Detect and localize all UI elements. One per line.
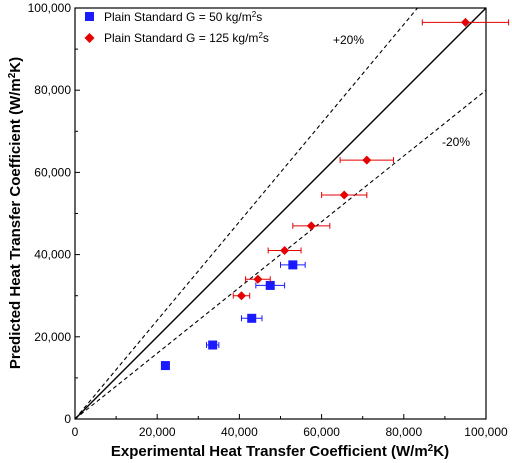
y-tick-label: 20,000 <box>34 330 71 344</box>
y-tick-label: 100,000 <box>28 1 72 15</box>
legend: Plain Standard G = 50 kg/m2s Plain Stand… <box>84 10 269 45</box>
data-point-diamond <box>280 245 290 255</box>
x-tick-label: 40,000 <box>221 425 258 439</box>
reference-line-0 <box>74 7 487 420</box>
data-point-square <box>208 340 218 350</box>
data-point-diamond <box>253 274 263 284</box>
legend-marker-diamond <box>84 33 95 43</box>
annotation-plus-20: +20% <box>333 33 364 47</box>
y-tick-label: 0 <box>64 412 71 426</box>
x-tick-label: 0 <box>72 425 79 439</box>
data-points <box>160 17 510 371</box>
legend-label-g125: Plain Standard G = 125 kg/m2s <box>104 31 269 45</box>
y-tick-label: 40,000 <box>34 248 71 262</box>
y-axis-title: Predicted Heat Transfer Coefficient (W/m… <box>7 57 24 369</box>
data-point-diamond <box>236 291 246 301</box>
x-tick-label: 80,000 <box>385 425 422 439</box>
y-axis-ticks: 0 20,000 40,000 60,000 80,000 100,000 <box>28 1 80 426</box>
data-point-square <box>160 361 170 371</box>
reference-line-1 <box>74 7 418 420</box>
annotation-minus-20: -20% <box>442 135 470 149</box>
y-tick-label: 80,000 <box>34 83 71 97</box>
data-point-square <box>265 280 275 290</box>
data-point-diamond <box>306 221 316 231</box>
x-tick-label: 100,000 <box>464 425 508 439</box>
data-point-square <box>288 260 298 270</box>
data-point-diamond <box>339 190 349 200</box>
x-tick-label: 60,000 <box>303 425 340 439</box>
legend-label-g50: Plain Standard G = 50 kg/m2s <box>104 10 262 24</box>
data-point-diamond <box>362 155 372 165</box>
reference-lines <box>74 7 487 420</box>
data-point-square <box>247 313 257 323</box>
x-axis-ticks: 0 20,000 40,000 60,000 80,000 100,000 <box>72 414 508 439</box>
legend-marker-square <box>85 12 94 21</box>
y-tick-label: 60,000 <box>34 165 71 179</box>
data-point-diamond <box>460 17 470 27</box>
reference-line-2 <box>74 89 487 420</box>
x-tick-label: 20,000 <box>139 425 176 439</box>
x-axis-title: Experimental Heat Transfer Coefficient (… <box>111 443 449 460</box>
